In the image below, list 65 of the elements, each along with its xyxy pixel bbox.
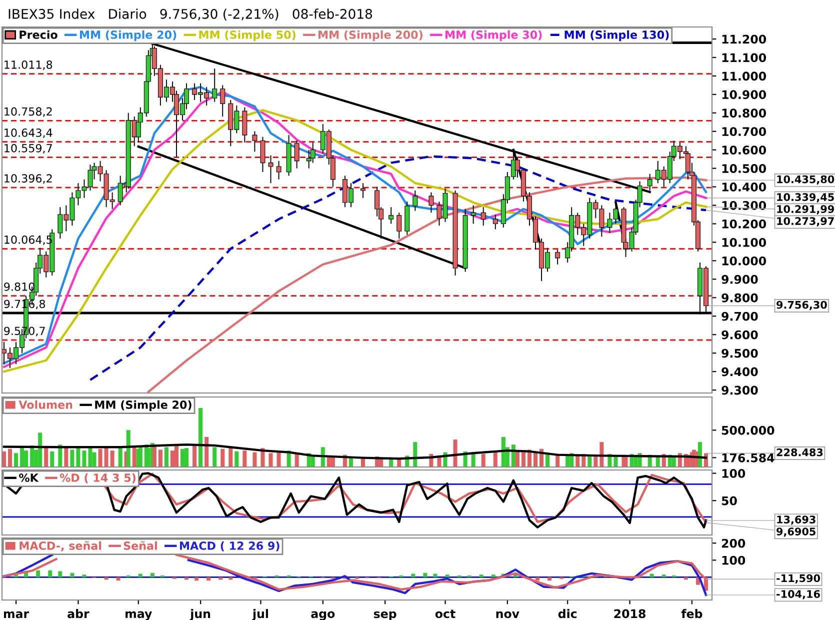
annotation: -104,16 <box>776 590 820 600</box>
y-tick-label: 9.900 <box>722 274 758 284</box>
y-tick-label: 9.800 <box>722 293 758 302</box>
legend-label: MM (Simple 20) <box>80 30 176 42</box>
x-tick-label: sep <box>374 611 396 620</box>
annotation: -11,590 <box>776 574 820 584</box>
x-tick-label: may <box>126 611 152 620</box>
y-tick-label: 500.000 <box>722 426 774 435</box>
y-tick-label: 10.100 <box>722 238 766 247</box>
x-tick-label: dic <box>558 609 577 618</box>
ref-line-label: 10.396,2 <box>4 174 52 184</box>
ref-line-label: 10.758,2 <box>4 107 52 117</box>
ref-line-label: 11.011,8 <box>4 60 52 70</box>
legend-label: %K <box>19 474 39 482</box>
y-tick-label: 10.600 <box>722 146 766 155</box>
y-tick-label: 100 <box>722 469 746 478</box>
y-tick-label: 9.700 <box>722 312 758 321</box>
y-tick-label: 10.900 <box>722 90 766 100</box>
y-tick-label: 200 <box>722 538 746 548</box>
legend-label: MACD ( 12 26 9) <box>180 541 280 552</box>
legend-label: MM (Simple 200) <box>318 30 422 42</box>
x-tick-label: 2018 <box>614 609 646 618</box>
legend-label: MM (Simple 130) <box>564 30 669 42</box>
y-tick-label: 100 <box>722 556 746 565</box>
chart-title: IBEX35 Index Diario 9.756,30 (-2,21%) 08-feb-2018 <box>8 8 372 20</box>
legend-label: %D ( 14 3 5) <box>60 473 136 484</box>
y-tick-label: 50 <box>722 496 737 506</box>
annotation: 9.756,30 <box>776 300 827 310</box>
x-tick-label: nov <box>496 611 520 618</box>
y-tick-label: 10.700 <box>722 127 766 136</box>
legend-label: MM (Simple 50) <box>199 30 296 42</box>
annotation: 10.291,99 <box>777 205 834 214</box>
y-tick-label: 9.300 <box>722 386 758 395</box>
y-tick-label: 10.500 <box>722 164 766 173</box>
y-tick-label: 10.000 <box>722 256 766 266</box>
y-tick-label: 11.200 <box>722 34 766 44</box>
annotation: 228.483 <box>776 448 823 456</box>
y-tick-label: 10.800 <box>722 108 766 118</box>
x-tick-label: feb <box>681 609 702 618</box>
legend-label: MM (Simple 20) <box>95 400 192 412</box>
y-tick-label: 10.400 <box>722 182 766 192</box>
annotation: 10.273,97 <box>777 217 834 226</box>
ref-line-label: 10.559,7 <box>4 144 52 154</box>
x-tick-label: abr <box>68 609 90 618</box>
y-tick-label: 176.584 <box>722 453 774 462</box>
y-tick-label: 10.300 <box>722 201 766 210</box>
y-tick-label: 9.600 <box>722 330 758 340</box>
legend-label: Precio <box>20 30 58 39</box>
y-tick-label: 11.000 <box>722 72 766 81</box>
y-tick-label: 9.400 <box>722 367 758 376</box>
annotation: 13,693 <box>777 516 816 525</box>
annotation: 9,6905 <box>776 528 816 537</box>
x-tick-label: ago <box>311 611 335 620</box>
y-tick-label: 10.200 <box>722 219 766 228</box>
y-tick-label: 9.500 <box>722 348 758 358</box>
legend-label: Volumen <box>18 400 72 409</box>
ref-line-label: 10.643,4 <box>4 128 52 138</box>
x-tick-label: oct <box>435 610 456 618</box>
annotation: 10.435,80 <box>777 175 834 185</box>
legend-label: MM (Simple 30) <box>446 30 542 42</box>
annotation: 10.339,45 <box>777 193 834 202</box>
legend-label: MACD-, señal <box>20 541 102 552</box>
x-tick-label: mar <box>4 611 30 618</box>
y-tick-label: 11.100 <box>722 53 766 62</box>
legend-label: Señal <box>124 541 157 550</box>
